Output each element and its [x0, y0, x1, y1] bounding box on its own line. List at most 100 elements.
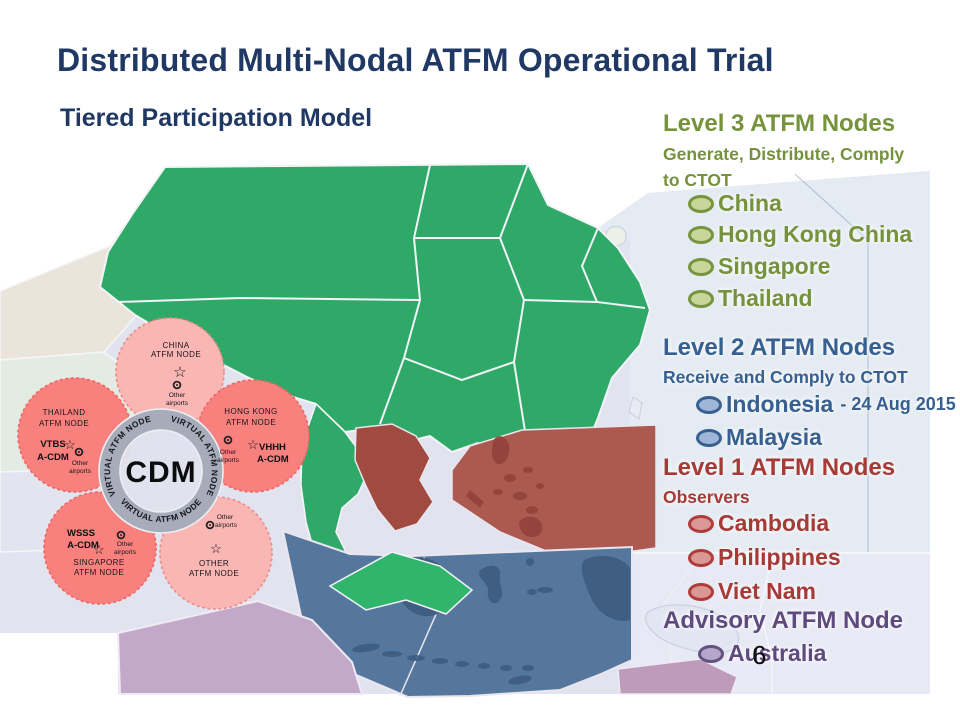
- node-code: A-CDM: [257, 454, 289, 465]
- airport-icon: [205, 520, 215, 530]
- australia-fir-region: [116, 599, 364, 695]
- cdm-center-label: CDM: [125, 456, 196, 489]
- legend-item-label: Australia: [728, 640, 827, 666]
- node-name: THAILAND: [43, 408, 86, 417]
- legend-item-china: China: [688, 190, 782, 217]
- level3-bullet-icon: [688, 257, 714, 276]
- other-airports-label: airports: [166, 400, 189, 407]
- node-name: HONG KONG: [224, 407, 277, 416]
- legend-item-label: Viet Nam: [718, 578, 817, 604]
- legend-item-label: Thailand: [718, 285, 813, 311]
- level3-bullet-icon: [688, 289, 714, 308]
- other-airports-label: airports: [215, 522, 238, 529]
- node-code: VTBS: [40, 439, 65, 450]
- level2-bullet-icon: [696, 395, 722, 414]
- legend-item-label: Malaysia: [726, 424, 822, 450]
- other-airports-label: airports: [69, 468, 92, 475]
- airport-icon: [116, 530, 126, 540]
- cdm-node-singapore-content: WSSS A-CDM ☆ Other airports SINGAPORE AT…: [67, 528, 137, 577]
- legend-level3-subtitle: to CTOT: [663, 170, 732, 190]
- level3-bullet-icon: [688, 225, 714, 244]
- node-code: A-CDM: [67, 540, 99, 551]
- cdm-diagram: VIRTUAL ATFM NODE VIRTUAL ATFM NODE VIRT…: [17, 317, 310, 610]
- legend-level1-subtitle: Observers: [663, 487, 750, 507]
- node-name: ATFM NODE: [189, 569, 239, 578]
- airport-icon: [223, 435, 233, 445]
- node-code: WSSS: [67, 528, 95, 539]
- cdm-node-thailand-content: THAILAND ATFM NODE VTBS ☆ A-CDM Other ai…: [37, 408, 92, 475]
- legend-level2-title: Level 2 ATFM Nodes: [663, 334, 896, 361]
- airport-icon: [74, 447, 84, 457]
- philippine-islands: [466, 436, 544, 538]
- level1-bullet-icon: [688, 514, 714, 533]
- legend-level2-subtitle: Receive and Comply to CTOT: [663, 367, 908, 387]
- legend-item-date: - 24 Aug 2015: [840, 394, 956, 414]
- cdm-node-hongkong-content: HONG KONG ATFM NODE Other airports ☆ VHH…: [217, 407, 289, 465]
- level1-bullet-icon: [688, 582, 714, 601]
- legend-item-cambodia: Cambodia: [688, 510, 829, 537]
- node-name: ATFM NODE: [151, 350, 201, 359]
- legend-level3-subtitle: Generate, Distribute, Comply: [663, 144, 905, 164]
- legend-item-label: Philippines: [718, 544, 841, 570]
- other-airports-label: Other: [169, 392, 186, 399]
- other-airports-label: Other: [220, 449, 237, 456]
- legend-item-australia: Australia: [698, 640, 826, 667]
- legend-level3-title: Level 3 ATFM Nodes: [663, 110, 896, 137]
- star-icon: ☆: [64, 437, 76, 452]
- level2-bullet-icon: [696, 428, 722, 447]
- legend-item-label: Indonesia: [726, 391, 834, 417]
- cdm-hub-center: [120, 430, 202, 512]
- slide-subtitle: Tiered Participation Model: [60, 104, 373, 132]
- node-name: ATFM NODE: [74, 568, 124, 577]
- fir-border-line: [794, 173, 869, 553]
- level1-bullet-icon: [688, 548, 714, 567]
- cdm-hub-ring-inner-edge: [119, 429, 203, 513]
- legend-advisory-title: Advisory ATFM Node: [663, 607, 904, 634]
- sea-region-east: [598, 172, 930, 553]
- legend-item-label: Singapore: [718, 253, 831, 279]
- legend-level1-title: Level 1 ATFM Nodes: [663, 454, 896, 481]
- legend-item-label: Hong Kong China: [718, 221, 913, 247]
- other-airports-label: Other: [217, 514, 234, 521]
- legend-item-label: China: [718, 190, 782, 216]
- node-name: ATFM NODE: [39, 419, 89, 428]
- legend-item-malaysia: Malaysia: [696, 424, 822, 451]
- cdm-node-other-content: Other airports ☆ OTHER ATFM NODE: [189, 514, 239, 578]
- airport-icon: [172, 380, 182, 390]
- legend-item-hong-kong-china: Hong Kong China: [688, 221, 912, 248]
- slide-title: Distributed Multi-Nodal ATFM Operational…: [57, 42, 774, 78]
- other-airports-label: airports: [114, 549, 137, 556]
- cdm-node-hongkong: [196, 379, 310, 493]
- other-airports-label: Other: [117, 541, 134, 548]
- level3-bullet-icon: [688, 194, 714, 213]
- star-icon: ☆: [247, 437, 259, 452]
- legend-item-indonesia: Indonesia - 24 Aug 2015: [696, 391, 956, 418]
- legend-item-philippines: Philippines: [688, 544, 841, 571]
- new-guinea-outline: [645, 604, 740, 654]
- cdm-node-china-content: CHINA ATFM NODE ☆ Other airports: [151, 341, 201, 407]
- star-icon: ☆: [210, 541, 222, 556]
- legend-item-viet-nam: Viet Nam: [688, 578, 816, 605]
- fir-border-line: [759, 555, 773, 694]
- node-code: A-CDM: [37, 452, 69, 463]
- legend-item-thailand: Thailand: [688, 285, 813, 312]
- vietnam-fir-region: [354, 423, 434, 532]
- star-icon: ☆: [173, 364, 186, 381]
- china-fir-borders: [117, 163, 646, 451]
- legend-item-label: Cambodia: [718, 510, 830, 536]
- cdm-hub-ring: [99, 409, 223, 533]
- taiwan-landmass: [628, 396, 643, 420]
- node-name: OTHER: [199, 559, 229, 568]
- page-number: 6: [752, 640, 767, 670]
- other-airports-label: airports: [217, 457, 240, 464]
- advisory-bullet-icon: [698, 644, 724, 663]
- singapore-fir-region: [328, 551, 474, 615]
- node-code: VHHH: [259, 442, 286, 453]
- node-name: SINGAPORE: [73, 558, 124, 567]
- node-name: ATFM NODE: [226, 418, 276, 427]
- other-airports-label: Other: [72, 460, 89, 467]
- node-name: CHINA: [163, 341, 190, 350]
- legend-item-singapore: Singapore: [688, 253, 830, 280]
- cdm-hub-ring-outer-edge: [98, 408, 224, 534]
